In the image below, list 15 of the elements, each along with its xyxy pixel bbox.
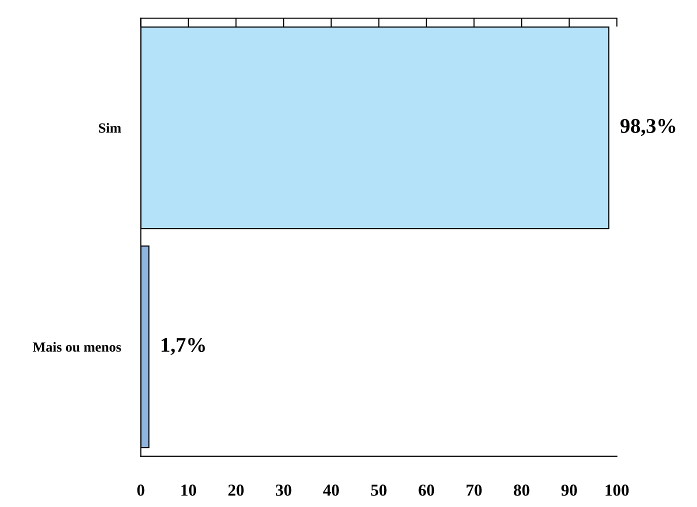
data-label: 1,7% <box>162 338 205 356</box>
x-tick-label: 10 <box>181 484 196 496</box>
x-tick-label: 70 <box>466 484 482 496</box>
x-tick-label: 50 <box>371 484 387 496</box>
x-tick-label: 0 <box>137 484 144 496</box>
x-tick-label: 100 <box>606 484 629 496</box>
x-tick-label: 60 <box>418 484 434 496</box>
y-tick-label: Mais ou menos <box>32 342 122 352</box>
y-tick-label: Sim <box>98 122 122 133</box>
x-tick-label: 90 <box>561 484 577 496</box>
x-tick-label: 40 <box>323 484 339 496</box>
x-tick-label: 80 <box>514 484 530 496</box>
x-tick-label: 30 <box>276 484 292 496</box>
x-tick-label: 20 <box>228 484 244 496</box>
data-label: 98,3% <box>620 118 676 136</box>
